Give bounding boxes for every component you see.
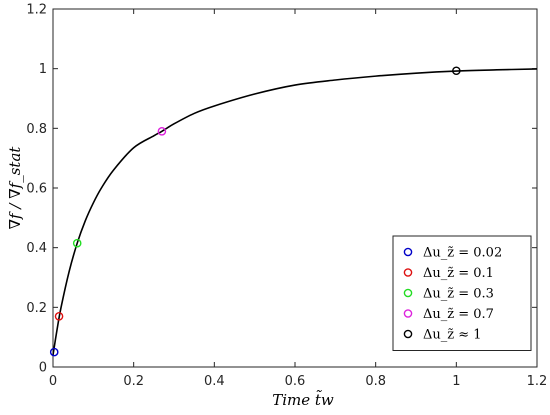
response-curve-line [52, 68, 538, 356]
y-tick-label: 0.8 [26, 122, 47, 137]
y-tick-label: 0.6 [26, 182, 47, 197]
legend-marker [403, 247, 413, 257]
data-point-marker [72, 238, 82, 248]
legend-box [392, 235, 532, 351]
axis-ticks: 0 0.2 0.4 0.6 0.8 1 1.2 0 0.2 0.4 0.6 0.8 1 1.2 [26, 3, 547, 390]
data-point-marker [157, 127, 167, 136]
legend-entry-label: Δu_z̃ = 0.7 [423, 307, 494, 322]
x-tick-label: 1.2 [527, 374, 548, 389]
y-tick-label: 0.2 [26, 301, 47, 316]
data-point-marker [49, 347, 59, 357]
x-tick-label: 0.4 [204, 374, 225, 389]
x-tick-label: 1 [452, 374, 460, 389]
series-markers [49, 66, 461, 357]
x-tick-label: 0.8 [365, 374, 386, 389]
y-tick-label: 1 [39, 62, 47, 77]
y-axis-label: ∇f / ∇f_stat [6, 146, 24, 230]
legend-marker [403, 309, 413, 318]
legend-marker [403, 288, 413, 298]
legend-entry-label: Δu_z̃ = 0.02 [423, 246, 502, 261]
x-axis-label: Time t̃w [272, 390, 334, 409]
legend: Δu_z̃ = 0.02 Δu_z̃ = 0.1 Δu_z̃ = 0.3 Δu_z̃ … [392, 235, 532, 351]
data-point-marker [452, 66, 461, 76]
legend-marker [403, 268, 413, 277]
legend-marker [403, 329, 413, 339]
legend-entry-label: Δu_z̃ ≈ 1 [423, 328, 482, 343]
legend-entry-label: Δu_z̃ = 0.3 [423, 287, 494, 302]
x-tick-label: 0 [49, 374, 57, 389]
y-tick-label: 0 [39, 361, 47, 376]
legend-entry-label: Δu_z̃ = 0.1 [423, 266, 494, 281]
x-tick-label: 0.2 [123, 374, 144, 389]
y-tick-label: 1.2 [26, 3, 47, 18]
x-tick-label: 0.6 [285, 374, 306, 389]
y-tick-label: 0.4 [26, 241, 47, 256]
axis-labels: Time t̃w ∇f / ∇f_stat [6, 146, 334, 409]
series-curve [52, 68, 538, 356]
data-point-marker [54, 311, 64, 321]
